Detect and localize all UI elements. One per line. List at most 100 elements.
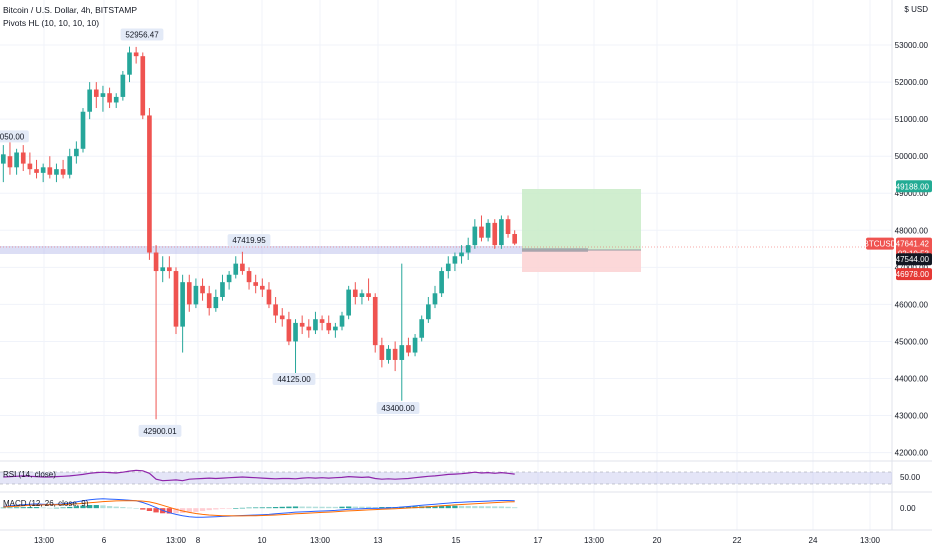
candle-body	[485, 222, 491, 238]
price-tag-entry	[896, 253, 932, 266]
candle-body	[465, 245, 471, 253]
candle-body	[7, 156, 13, 168]
macd-histogram-bar	[213, 508, 219, 510]
macd-histogram-bar	[86, 505, 93, 509]
rsi-label[interactable]: RSI (14, close)	[3, 470, 56, 479]
price-tag-stop	[896, 268, 932, 281]
currency-label[interactable]: $ USD	[904, 5, 928, 14]
symbol-tag	[866, 237, 894, 250]
time-tick-label: 13:00	[310, 536, 331, 545]
stop-zone[interactable]	[522, 250, 641, 272]
macd-histogram-bar	[465, 505, 471, 509]
macd-histogram-bar	[67, 506, 73, 509]
macd-histogram-bar	[47, 507, 53, 509]
price-tick-label: 48000.00	[895, 226, 929, 235]
candle-body	[226, 274, 232, 283]
last-price-text: 47641.42	[896, 240, 930, 249]
candle-body	[14, 152, 19, 168]
price-tag-entry-text: 47544.00	[896, 255, 930, 264]
macd-histogram-bar	[512, 507, 518, 509]
time-tick-label: 22	[733, 536, 742, 545]
candle-body	[326, 322, 332, 331]
candle-body	[87, 89, 92, 112]
macd-histogram-bar	[113, 506, 119, 509]
candle-body	[100, 93, 106, 97]
macd-histogram-bar	[312, 506, 319, 509]
macd-histogram-bar	[365, 506, 372, 509]
macd-histogram-bar	[246, 507, 252, 509]
symbol-title[interactable]: Bitcoin / U.S. Dollar, 4h, BITSTAMP	[3, 5, 137, 15]
candle-body	[160, 267, 166, 272]
candle-body	[266, 289, 272, 305]
candle-body	[392, 348, 398, 360]
candle-body	[34, 169, 39, 173]
candle-body	[319, 319, 325, 323]
candle-body	[40, 167, 46, 173]
candle-body	[366, 293, 371, 297]
macd-histogram-bar	[478, 506, 485, 509]
candle-body	[54, 169, 59, 175]
candle-body	[120, 74, 126, 97]
price-tick-label: 45000.00	[895, 337, 929, 346]
time-tick-label: 17	[534, 536, 543, 545]
candle-body	[445, 263, 451, 272]
macd-histogram-bar	[359, 506, 365, 509]
macd-label[interactable]: MACD (12, 26, close, 9)	[3, 499, 89, 508]
macd-histogram-bar	[133, 508, 139, 509]
symbol-tag-text: BTCUSD	[864, 240, 897, 249]
candle-body	[346, 289, 351, 316]
macd-pane: 0.00	[0, 498, 916, 518]
time-axis[interactable]: 13:00 6 13:00 8 10 13:00 13 15 17 13:00 20 22 24 13:0…	[34, 536, 881, 545]
candle-body	[279, 315, 285, 320]
currency-prefix: $	[904, 5, 909, 14]
macd-histogram-bar	[13, 507, 20, 509]
target-zone[interactable]	[522, 189, 641, 250]
candle-body	[220, 282, 225, 297]
macd-histogram-bar	[173, 508, 179, 514]
macd-histogram-bar	[40, 507, 46, 509]
candle-body	[153, 252, 159, 272]
candles	[0, 46, 518, 420]
macd-histogram-bar	[206, 508, 212, 511]
candle-body	[67, 156, 73, 175]
macd-histogram-bar	[332, 506, 339, 509]
indicator-label[interactable]: Pivots HL (10, 10, 10, 10)	[3, 18, 100, 28]
candle-body	[246, 271, 252, 283]
macd-histogram-bar	[498, 506, 505, 509]
currency-code: USD	[911, 5, 928, 14]
macd-histogram-bar	[266, 507, 272, 509]
candle-body	[47, 167, 53, 175]
pivot-label: 050.00	[0, 132, 25, 141]
support-zone-band	[0, 246, 522, 254]
macd-histogram-bar	[339, 506, 345, 509]
pivot-label: 47419.95	[232, 236, 266, 245]
candle-body	[140, 56, 146, 116]
macd-histogram-bar	[445, 505, 451, 509]
macd-histogram-bar	[505, 506, 511, 509]
macd-histogram-bar	[458, 505, 465, 509]
price-axis[interactable]: 42000.00 43000.00 44000.00 45000.00 46000.00…	[895, 41, 929, 458]
macd-histogram-bar	[233, 508, 239, 509]
candle-body	[286, 319, 292, 342]
price-tick-label: 47000.00	[895, 263, 929, 272]
pivot-label: 44125.00	[277, 375, 311, 384]
pivot-label-bg	[120, 28, 164, 41]
macd-histogram-bar	[379, 507, 385, 509]
macd-histogram-bar	[60, 507, 66, 509]
macd-histogram-bar	[306, 506, 312, 509]
macd-histogram-bar	[286, 506, 292, 509]
macd-histogram-bar	[186, 508, 192, 513]
candle-body	[426, 304, 431, 320]
candle-body	[299, 322, 305, 327]
macd-histogram-bar	[219, 508, 226, 509]
candle-body	[107, 93, 112, 103]
macd-histogram-bar	[226, 508, 232, 509]
candle-body	[167, 267, 172, 272]
candle-body	[505, 219, 511, 234]
macd-histogram-bar	[100, 505, 106, 509]
macd-histogram-bar	[292, 506, 299, 509]
candle-body	[313, 319, 318, 331]
price-tick-label: 46000.00	[895, 300, 929, 309]
macd-histogram-bar	[472, 506, 478, 509]
